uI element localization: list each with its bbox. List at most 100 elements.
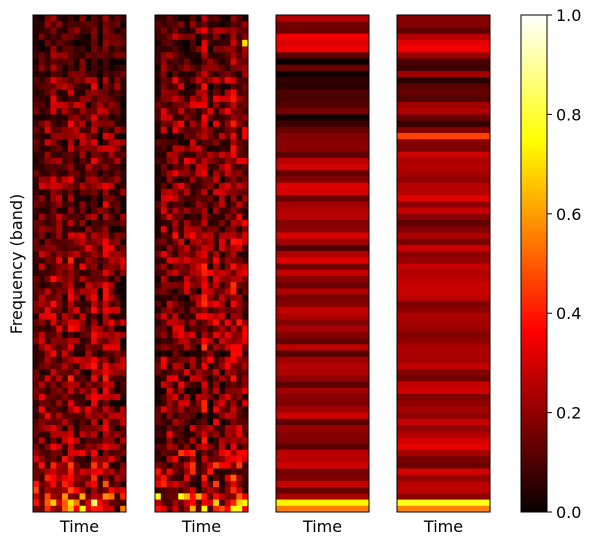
heatmap-cell	[160, 468, 167, 476]
heatmap-cell	[397, 101, 491, 109]
heatmap-cell	[195, 133, 202, 140]
heatmap-cell	[67, 325, 75, 333]
heatmap-cell	[178, 213, 185, 221]
colorbar-tick-label: 0.4	[556, 304, 581, 323]
heatmap-cell	[67, 319, 75, 326]
heatmap-cell	[33, 331, 40, 339]
heatmap-cell	[56, 170, 63, 177]
heatmap-cell	[91, 487, 98, 494]
heatmap-cell	[201, 443, 208, 451]
heatmap-cell	[102, 244, 109, 252]
heatmap-cell	[189, 338, 197, 345]
heatmap-cell	[56, 325, 63, 333]
heatmap-cell	[67, 52, 75, 59]
heatmap-cell	[213, 505, 220, 513]
heatmap-cell	[178, 114, 185, 121]
heatmap-cell	[184, 306, 191, 314]
heatmap-cell	[62, 232, 69, 239]
heatmap-cell	[155, 393, 162, 401]
heatmap-cell	[201, 151, 208, 159]
heatmap-cell	[201, 300, 208, 308]
heatmap-cell	[218, 46, 226, 53]
heatmap-cell	[242, 201, 249, 208]
heatmap-cell	[166, 101, 173, 109]
heatmap-cell	[96, 269, 104, 277]
heatmap-cell	[120, 381, 127, 389]
heatmap-cell	[242, 238, 249, 246]
heatmap-cell	[236, 95, 243, 103]
heatmap-cell	[114, 282, 121, 289]
heatmap-cell	[102, 39, 109, 47]
heatmap-cell	[33, 33, 40, 41]
heatmap-cell	[172, 387, 179, 395]
heatmap-cell	[397, 188, 491, 196]
heatmap-cell	[184, 456, 191, 463]
heatmap-cell	[184, 89, 191, 97]
heatmap-cell	[73, 269, 80, 277]
heatmap-cell	[201, 275, 208, 283]
heatmap-cell	[397, 263, 491, 271]
heatmap-cell	[207, 77, 214, 84]
heatmap-cell	[207, 238, 214, 246]
heatmap-cell	[33, 319, 40, 326]
heatmap-cell	[242, 468, 249, 476]
heatmap-cell	[236, 362, 243, 370]
heatmap-cell	[242, 52, 249, 59]
heatmap-cell	[33, 77, 40, 84]
heatmap-cell	[50, 474, 57, 482]
heatmap-cell	[102, 269, 109, 277]
heatmap-cell	[73, 412, 80, 420]
heatmap-cell	[172, 70, 179, 78]
heatmap-cell	[44, 369, 51, 376]
heatmap-cell	[44, 300, 51, 308]
heatmap-cell	[79, 338, 86, 345]
heatmap-cell	[276, 251, 370, 258]
heatmap-cell	[56, 356, 63, 364]
heatmap-cell	[108, 89, 115, 97]
heatmap-cell	[56, 213, 63, 221]
heatmap-cell	[120, 58, 127, 66]
heatmap-cell	[160, 493, 167, 500]
heatmap-cell	[114, 505, 121, 513]
heatmap-cell	[276, 362, 370, 370]
heatmap-cell	[120, 33, 127, 41]
heatmap-cell	[166, 418, 173, 426]
heatmap-cell	[44, 449, 51, 457]
heatmap-cell	[172, 288, 179, 295]
heatmap-cell	[236, 400, 243, 407]
heatmap-cell	[276, 468, 370, 476]
heatmap-cell	[201, 108, 208, 115]
heatmap-cell	[62, 164, 69, 171]
heatmap-cell	[56, 220, 63, 227]
heatmap-cell	[56, 294, 63, 302]
heatmap-cell	[108, 387, 115, 395]
heatmap-cell	[218, 288, 226, 295]
heatmap-cell	[213, 344, 220, 351]
heatmap-cell	[213, 176, 220, 184]
heatmap-cell	[120, 95, 127, 103]
heatmap-cell	[189, 306, 197, 314]
heatmap-cell	[184, 58, 191, 66]
heatmap-cell	[62, 170, 69, 177]
heatmap-cell	[218, 362, 226, 370]
heatmap-cell	[213, 474, 220, 482]
heatmap-cell	[178, 269, 185, 277]
heatmap-cell	[230, 114, 237, 121]
heatmap-cell	[91, 145, 98, 153]
heatmap-cell	[79, 145, 86, 153]
heatmap-cell	[44, 319, 51, 326]
y-axis-label: Frequency (band)	[7, 194, 26, 334]
heatmap-cell	[160, 300, 167, 308]
heatmap-cell	[236, 244, 243, 252]
heatmap-cell	[114, 418, 121, 426]
heatmap-cell	[195, 499, 202, 507]
heatmap-cell	[155, 474, 162, 482]
heatmap-cell	[102, 350, 109, 358]
heatmap-cell	[397, 306, 491, 314]
heatmap-cell	[38, 406, 45, 413]
heatmap-cell	[108, 77, 115, 84]
heatmap-cell	[73, 387, 80, 395]
heatmap-cell	[195, 170, 202, 177]
heatmap-cell	[96, 126, 104, 134]
heatmap-cell	[242, 338, 249, 345]
